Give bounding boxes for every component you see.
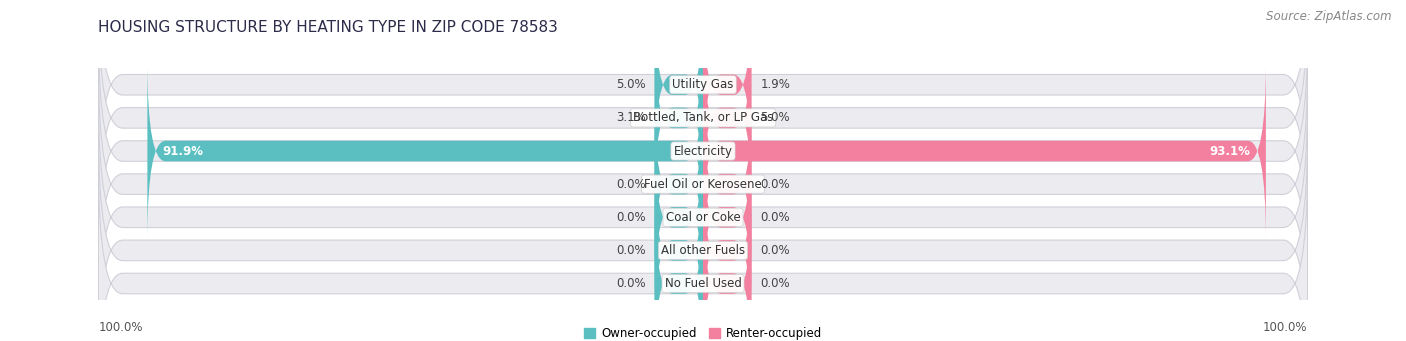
FancyBboxPatch shape — [703, 161, 751, 340]
Text: 0.0%: 0.0% — [616, 211, 645, 224]
FancyBboxPatch shape — [655, 194, 703, 341]
Text: Electricity: Electricity — [673, 145, 733, 158]
Text: 1.9%: 1.9% — [761, 78, 790, 91]
Text: 100.0%: 100.0% — [98, 321, 143, 333]
Text: Fuel Oil or Kerosene: Fuel Oil or Kerosene — [644, 178, 762, 191]
Text: 91.9%: 91.9% — [163, 145, 204, 158]
FancyBboxPatch shape — [655, 0, 703, 174]
Text: 100.0%: 100.0% — [1263, 321, 1308, 333]
FancyBboxPatch shape — [703, 95, 751, 273]
Text: 0.0%: 0.0% — [761, 178, 790, 191]
Text: 5.0%: 5.0% — [761, 112, 790, 124]
FancyBboxPatch shape — [98, 0, 1308, 207]
FancyBboxPatch shape — [703, 29, 751, 207]
Text: Source: ZipAtlas.com: Source: ZipAtlas.com — [1267, 10, 1392, 23]
FancyBboxPatch shape — [98, 128, 1308, 341]
Text: 0.0%: 0.0% — [616, 178, 645, 191]
FancyBboxPatch shape — [655, 95, 703, 273]
FancyBboxPatch shape — [98, 161, 1308, 341]
FancyBboxPatch shape — [703, 128, 751, 306]
Text: Utility Gas: Utility Gas — [672, 78, 734, 91]
Text: 0.0%: 0.0% — [761, 211, 790, 224]
Text: 0.0%: 0.0% — [616, 244, 645, 257]
Text: No Fuel Used: No Fuel Used — [665, 277, 741, 290]
FancyBboxPatch shape — [655, 29, 703, 207]
Text: Coal or Coke: Coal or Coke — [665, 211, 741, 224]
Text: 0.0%: 0.0% — [616, 277, 645, 290]
Text: All other Fuels: All other Fuels — [661, 244, 745, 257]
FancyBboxPatch shape — [98, 0, 1308, 240]
Text: 5.0%: 5.0% — [616, 78, 645, 91]
Legend: Owner-occupied, Renter-occupied: Owner-occupied, Renter-occupied — [579, 323, 827, 341]
Text: 3.1%: 3.1% — [616, 112, 645, 124]
FancyBboxPatch shape — [655, 161, 703, 340]
FancyBboxPatch shape — [703, 0, 751, 174]
FancyBboxPatch shape — [703, 194, 751, 341]
FancyBboxPatch shape — [98, 62, 1308, 306]
FancyBboxPatch shape — [655, 128, 703, 306]
FancyBboxPatch shape — [703, 62, 1265, 240]
Text: 0.0%: 0.0% — [761, 244, 790, 257]
Text: 93.1%: 93.1% — [1211, 145, 1251, 158]
FancyBboxPatch shape — [148, 62, 703, 240]
Text: 0.0%: 0.0% — [761, 277, 790, 290]
FancyBboxPatch shape — [98, 95, 1308, 340]
Text: HOUSING STRUCTURE BY HEATING TYPE IN ZIP CODE 78583: HOUSING STRUCTURE BY HEATING TYPE IN ZIP… — [98, 20, 558, 35]
Text: Bottled, Tank, or LP Gas: Bottled, Tank, or LP Gas — [633, 112, 773, 124]
FancyBboxPatch shape — [98, 29, 1308, 273]
